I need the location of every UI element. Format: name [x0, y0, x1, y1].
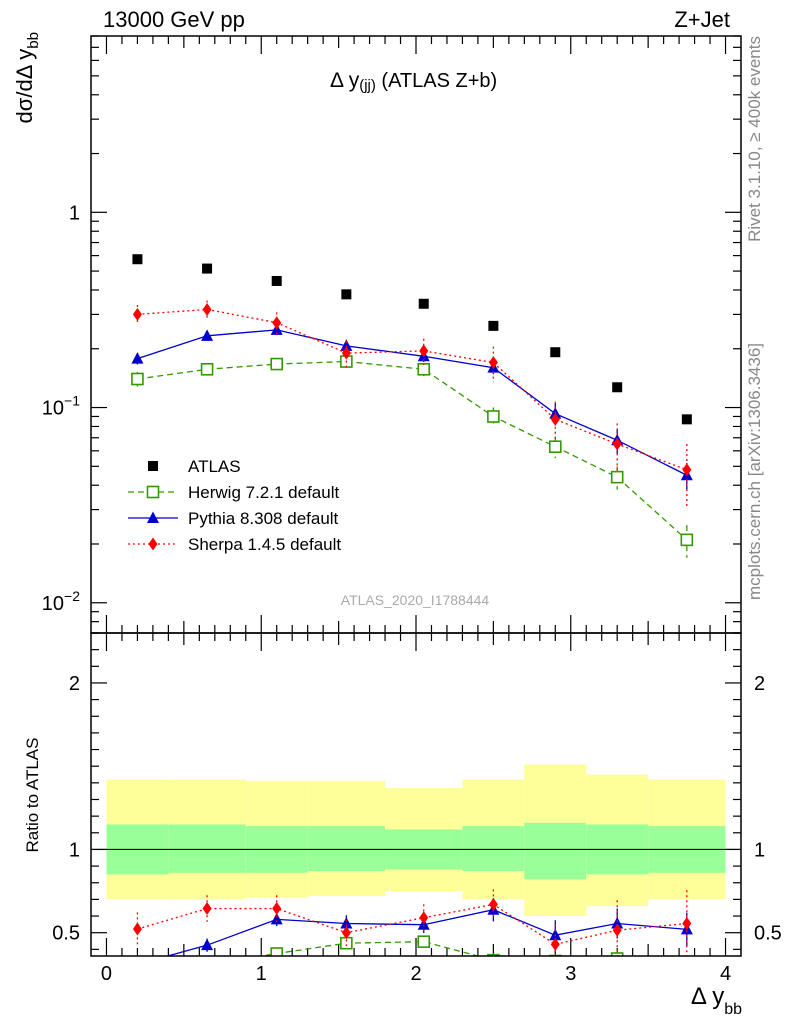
pythia-point [131, 352, 144, 364]
y-tick-label: 10−2 [42, 588, 80, 615]
main-axis-ticks: 1 10−1 10−2 0 1 2 3 4 [42, 35, 741, 985]
herwig-point [200, 362, 214, 376]
herwig-point [548, 440, 562, 454]
sherpa-ratio-point [419, 911, 429, 925]
mcplots-label: mcplots.cern.ch [arXiv:1306.3436] [745, 343, 764, 600]
sherpa-point [550, 412, 560, 426]
herwig-ratio-point [202, 960, 213, 971]
ratio-tick-label-left: 0.5 [52, 923, 80, 945]
sherpa-point [682, 463, 692, 477]
ratio-uncertainty-bands [91, 764, 741, 917]
pythia-legend-marker [147, 511, 159, 523]
herwig-legend-marker [146, 485, 160, 499]
sherpa-ratio-point [612, 923, 622, 937]
legend-label: Pythia 8.308 default [188, 509, 339, 528]
sherpa-point [612, 437, 622, 451]
stat-uncertainty-band [524, 822, 587, 880]
ratio-plot-frame [90, 632, 742, 957]
y-tick-label: 10−1 [42, 393, 80, 420]
x-tick-label: 1 [256, 963, 267, 985]
legend-label: Sherpa 1.4.5 default [188, 535, 341, 554]
atlas-data-point [271, 275, 282, 286]
herwig-ratio-point [270, 947, 284, 956]
plot-title: Δ y(jj) (ATLAS Z+b) [330, 69, 497, 94]
x-tick-label: 2 [410, 963, 421, 985]
sherpa-ratio-point [341, 926, 351, 940]
sherpa-point [202, 302, 212, 316]
sherpa-point [419, 344, 429, 358]
herwig-ratio-point [681, 970, 692, 981]
herwig-point [610, 470, 624, 484]
atlas-data-point [202, 263, 213, 274]
herwig-point [270, 357, 284, 371]
herwig-ratio-point [340, 936, 353, 950]
y-axis-label: dσ/dΔ ybb [12, 32, 42, 123]
sherpa-ratio-line [137, 903, 687, 946]
x-tick-label: 0 [101, 963, 112, 985]
pythia-point [201, 329, 214, 341]
header-right-title: Z+Jet [674, 7, 730, 32]
sherpa-legend-marker [148, 537, 158, 551]
herwig-point [131, 372, 144, 386]
sherpa-ratio-point [488, 897, 498, 911]
stat-uncertainty-band [462, 826, 525, 872]
sherpa-point [132, 307, 142, 321]
pythia-ratio-point [611, 917, 624, 929]
ratio-axis-label: Ratio to ATLAS [23, 738, 42, 853]
y-tick-label: 1 [69, 202, 80, 224]
sherpa-point [341, 346, 351, 360]
legend-label: ATLAS [188, 457, 241, 476]
atlas-data-point [681, 414, 692, 425]
x-tick-label: 4 [720, 963, 731, 985]
atlas-data-point [550, 347, 561, 358]
pythia-ratio-point [270, 912, 283, 925]
header-left-title: 13000 GeV pp [103, 7, 245, 32]
sherpa-ratio-point [272, 902, 282, 916]
herwig-ratio-point [548, 954, 562, 956]
herwig-line [137, 360, 688, 541]
ratio-tick-label-right: 0.5 [754, 923, 782, 945]
herwig-ratio-point [417, 935, 431, 948]
ratio-tick-label-left: 1 [69, 839, 80, 861]
analysis-id: ATLAS_2020_I1788444 [341, 592, 490, 608]
atlas-data-point [341, 289, 352, 300]
herwig-ratio-point [132, 970, 143, 981]
atlas-data-point [612, 382, 623, 393]
herwig-point [487, 410, 500, 423]
ratio-tick-label-right: 2 [754, 673, 765, 695]
herwig-point [417, 362, 431, 376]
atlas-data-point [418, 298, 429, 309]
ratio-tick-label-right: 1 [754, 839, 765, 861]
stat-uncertainty-band [307, 826, 386, 872]
atlas-data-point [488, 320, 499, 331]
atlas-legend-marker [148, 461, 158, 471]
sherpa-ratio-point [550, 937, 560, 951]
x-axis-label: Δ ybb [691, 983, 742, 1018]
x-tick-label: 3 [565, 963, 576, 985]
ratio-axis-ticks: 0.5 0.5 1 1 2 2 [52, 632, 782, 950]
sherpa-point [488, 356, 498, 370]
pythia-ratio-point [131, 958, 143, 970]
legend-label: Herwig 7.2.1 default [188, 483, 339, 502]
sherpa-line [137, 308, 688, 471]
sherpa-ratio-point [682, 917, 692, 931]
herwig-point [680, 533, 694, 547]
sherpa-ratio-point [202, 902, 212, 916]
legend: ATLAS Herwig 7.2.1 default Pythia 8.308 de… [128, 457, 341, 554]
atlas-data-point [132, 254, 143, 265]
sherpa-ratio-point [132, 922, 142, 936]
pythia-line [137, 329, 688, 476]
stat-uncertainty-band [168, 824, 246, 873]
herwig-ratio-point [610, 952, 624, 956]
main-plot-series [131, 254, 694, 558]
pythia-point [340, 339, 353, 351]
pythia-ratio-point [201, 938, 214, 951]
pythia-ratio-point [340, 917, 353, 929]
rivet-version-label: Rivet 3.1.10, ≥ 400k events [745, 36, 764, 242]
ratio-tick-label-left: 2 [69, 673, 80, 695]
sherpa-point [272, 316, 282, 330]
